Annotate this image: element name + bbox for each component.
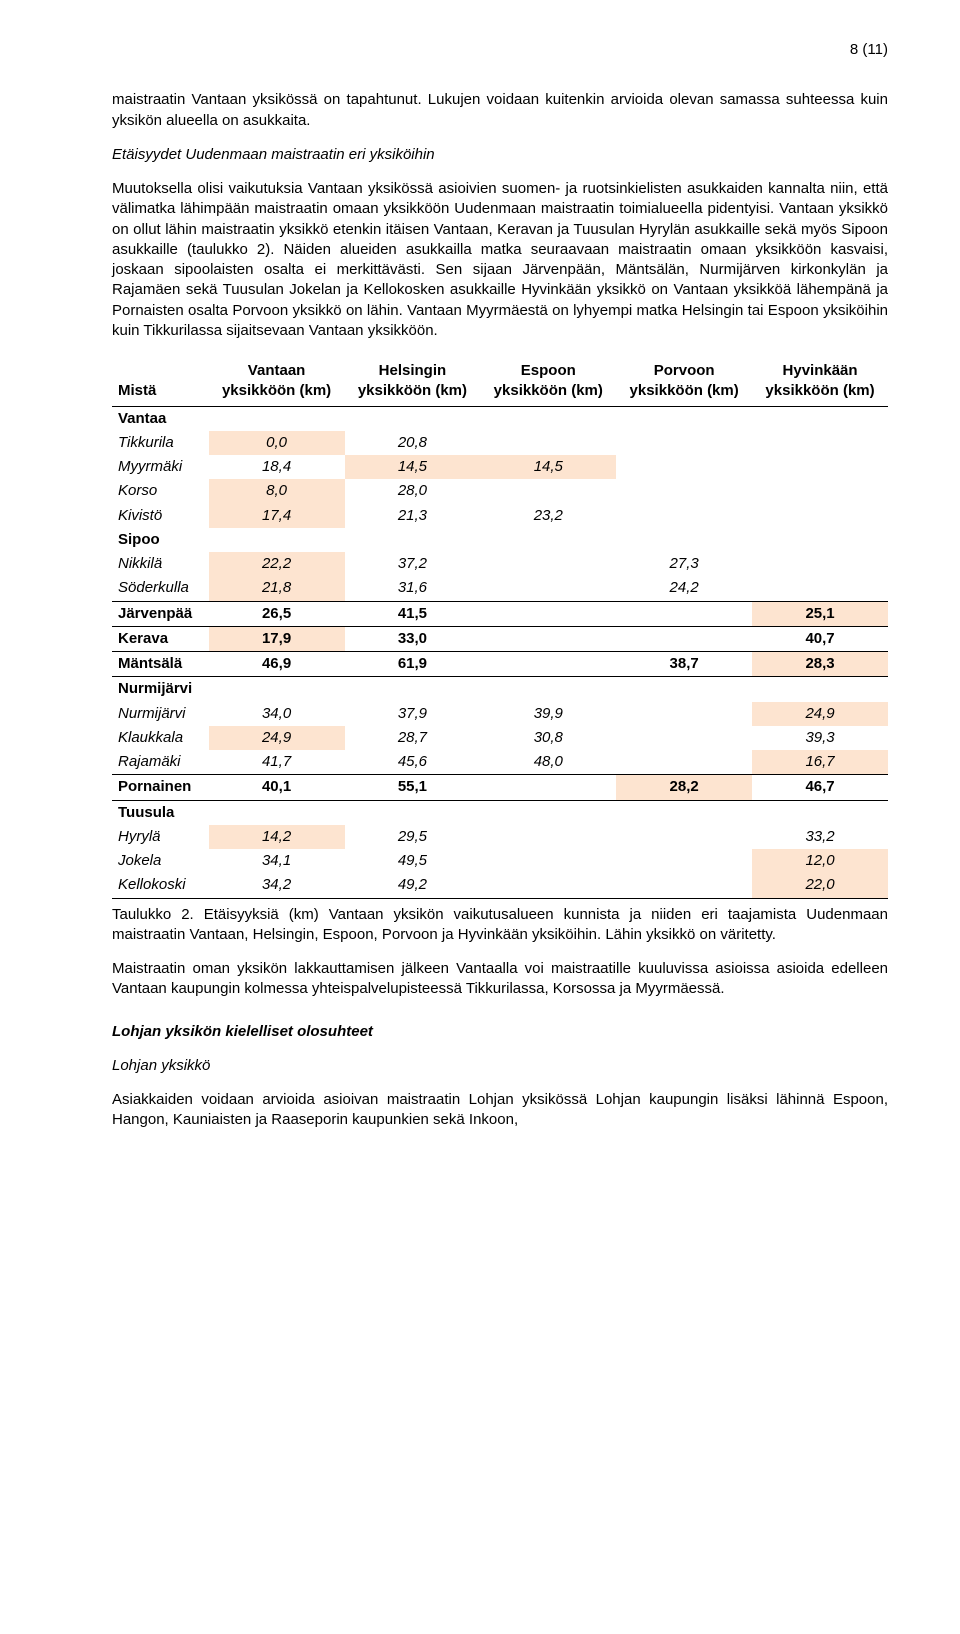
table-row: Korso8,028,0 [112, 479, 888, 503]
paragraph-5: Asiakkaiden voidaan arvioida asioivan ma… [112, 1090, 888, 1131]
table-row: Järvenpää26,541,525,1 [112, 601, 888, 626]
th-espoo: Espoonyksikköön (km) [480, 359, 616, 406]
table-row: Klaukkala24,928,730,839,3 [112, 726, 888, 750]
table-row: Kivistö17,421,323,2 [112, 504, 888, 528]
distance-table: Mistä Vantaanyksikköön (km) Helsinginyks… [112, 359, 888, 899]
table-row: Kellokoski34,249,222,0 [112, 873, 888, 898]
paragraph-1: maistraatin Vantaan yksikössä on tapahtu… [112, 90, 888, 131]
table-row: Söderkulla21,831,624,2 [112, 576, 888, 601]
table-caption: Taulukko 2. Etäisyyksiä (km) Vantaan yks… [112, 905, 888, 946]
table-section: Sipoo [112, 528, 888, 552]
paragraph-3: Muutoksella olisi vaikutuksia Vantaan yk… [112, 179, 888, 341]
table-row: Kerava17,933,040,7 [112, 626, 888, 651]
table-row: Mäntsälä46,961,938,728,3 [112, 652, 888, 677]
subheading-distances: Etäisyydet Uudenmaan maistraatin eri yks… [112, 145, 888, 165]
table-section: Tuusula [112, 800, 888, 825]
th-helsinki: Helsinginyksikköön (km) [345, 359, 481, 406]
th-vantaa: Vantaanyksikköön (km) [209, 359, 345, 406]
table-row: Jokela34,149,512,0 [112, 849, 888, 873]
th-from: Mistä [112, 359, 209, 406]
th-hyvinkaa: Hyvinkäänyksikköön (km) [752, 359, 888, 406]
page-number: 8 (11) [112, 40, 888, 60]
table-row: Nikkilä22,237,227,3 [112, 552, 888, 576]
table-row: Pornainen40,155,128,246,7 [112, 775, 888, 800]
section-heading-lohja: Lohjan yksikön kielelliset olosuhteet [112, 1022, 888, 1042]
th-porvoo: Porvoonyksikköön (km) [616, 359, 752, 406]
table-row: Tikkurila0,020,8 [112, 431, 888, 455]
table-row: Myyrmäki18,414,514,5 [112, 455, 888, 479]
table-section: Nurmijärvi [112, 677, 888, 702]
paragraph-4: Maistraatin oman yksikön lakkauttamisen … [112, 959, 888, 1000]
table-row: Nurmijärvi34,037,939,924,9 [112, 702, 888, 726]
table-section: Vantaa [112, 406, 888, 431]
table-row: Rajamäki41,745,648,016,7 [112, 750, 888, 775]
table-row: Hyrylä14,229,533,2 [112, 825, 888, 849]
subheading-lohja-unit: Lohjan yksikkö [112, 1056, 888, 1076]
